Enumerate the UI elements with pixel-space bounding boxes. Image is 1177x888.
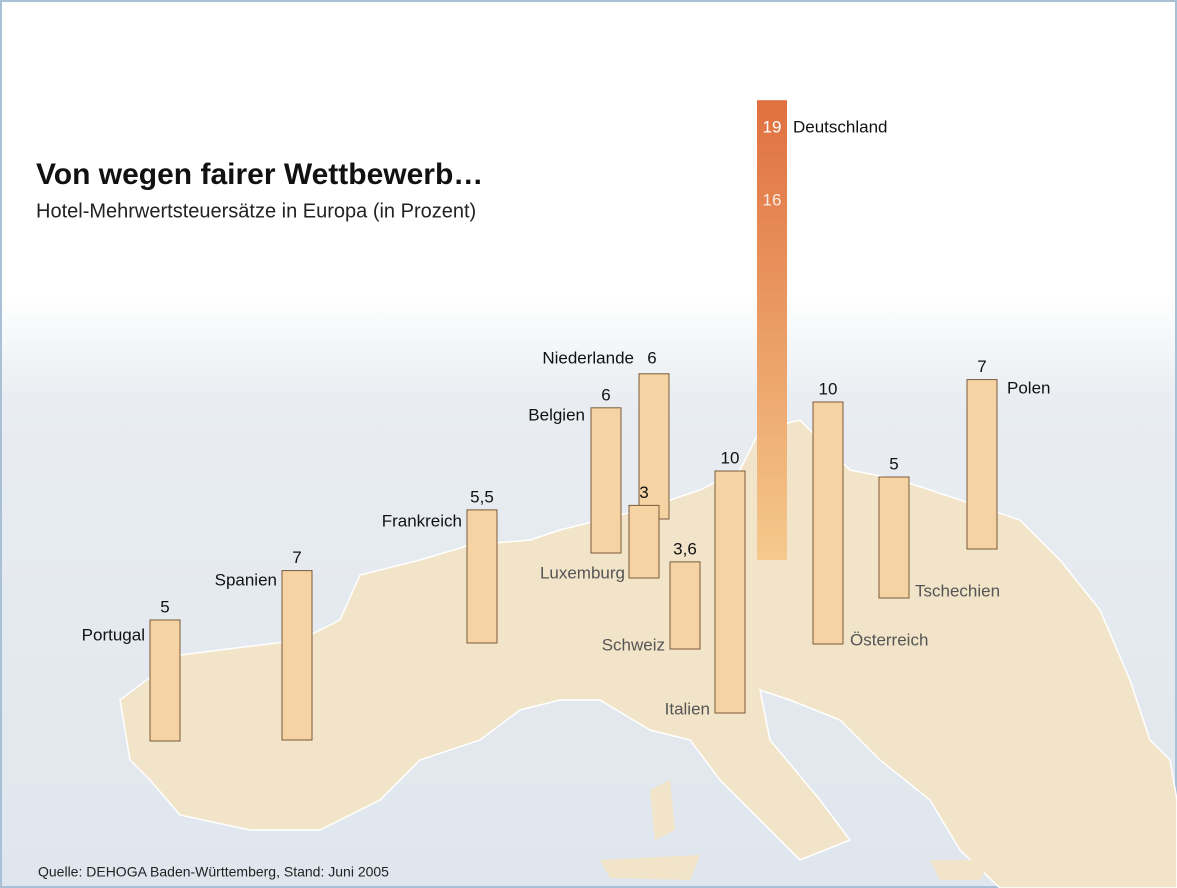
map-island [600,780,990,880]
value-label: 10 [819,379,838,398]
category-label: Österreich [850,630,928,649]
category-label: Tschechien [915,581,1000,600]
value-label: 5 [889,454,898,473]
bar [757,100,787,560]
bar [714,470,746,714]
marker-label: 16 [763,190,782,209]
bar [812,401,844,645]
category-label: Deutschland [793,117,888,136]
value-label: 10 [721,448,740,467]
bar [281,570,313,741]
category-label: Belgien [528,405,585,424]
bar [628,504,660,579]
source: Quelle: DEHOGA Baden-Württemberg, Stand:… [38,864,389,880]
bar [878,476,910,599]
category-label: Spanien [215,570,277,589]
subtitle: Hotel-Mehrwertsteuersätze in Europa (in … [36,200,476,222]
value-label: 7 [292,548,301,567]
title: Von wegen fairer Wettbewerb… [36,158,483,191]
value-label: 6 [647,348,656,367]
bar [149,619,181,742]
value-label: 6 [601,385,610,404]
category-label: Niederlande [542,348,634,367]
bar [590,407,622,554]
value-label: 19 [763,118,782,137]
value-label: 7 [977,357,986,376]
value-label: 3 [639,483,648,502]
category-label: Portugal [82,625,145,644]
bar [466,509,498,644]
category-label: Italien [665,699,710,718]
category-label: Polen [1007,378,1050,397]
value-label: 5,5 [470,487,494,506]
bar [669,561,701,650]
category-label: Schweiz [602,635,665,654]
category-label: Luxemburg [540,563,625,582]
value-label: 5 [160,597,169,616]
map [119,419,1177,888]
bar [966,379,998,550]
value-label: 3,6 [673,539,697,558]
category-label: Frankreich [382,511,462,530]
